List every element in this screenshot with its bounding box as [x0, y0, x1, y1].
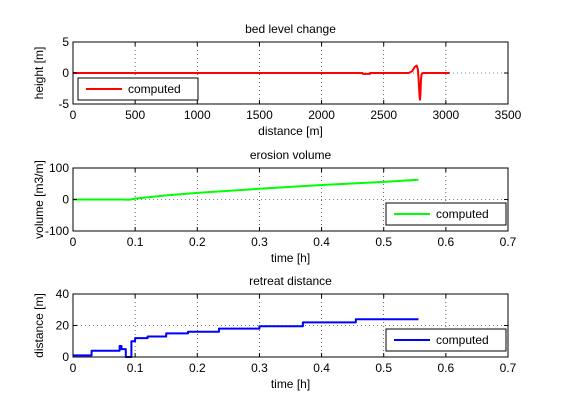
x-tick-label: 0	[70, 108, 77, 122]
legend: computed	[385, 202, 507, 226]
legend: computed	[77, 77, 199, 101]
y-tick-label: 0	[62, 66, 69, 80]
y-tick-label: 40	[56, 287, 70, 301]
x-tick-label: 0.5	[375, 361, 392, 375]
x-tick-label: 0.4	[313, 361, 330, 375]
x-tick-label: 3000	[433, 108, 460, 122]
legend: computed	[385, 328, 507, 352]
x-axis-label: distance [m]	[258, 124, 323, 138]
y-tick-label: 100	[49, 161, 69, 175]
x-tick-label: 0	[70, 235, 77, 249]
x-tick-label: 0.2	[189, 235, 206, 249]
y-tick-label: 20	[56, 319, 70, 333]
x-tick-label: 0.2	[189, 361, 206, 375]
x-tick-label: 0.1	[127, 235, 144, 249]
x-tick-label: 0.3	[251, 235, 268, 249]
legend-box	[385, 328, 507, 352]
x-tick-label: 0.1	[127, 361, 144, 375]
series-line-0	[73, 64, 450, 101]
y-tick-label: 0	[62, 193, 69, 207]
y-tick-label: -100	[45, 224, 69, 238]
y-axis-label: height [m]	[32, 47, 46, 100]
chart-title: erosion volume	[250, 148, 332, 162]
y-tick-label: 0	[62, 350, 69, 364]
series-line-0	[73, 178, 419, 201]
panel-retreat-distance: 0 0.1 0.2 0.3 0.4 0.5 0.6 0.7 0 20 40 retreat dista…	[32, 274, 517, 391]
chart-title: retreat distance	[249, 274, 332, 288]
x-axis-label: time [h]	[271, 251, 310, 265]
y-tick-label: 5	[62, 35, 69, 49]
x-tick-label: 0.6	[438, 361, 455, 375]
chart-title: bed level change	[245, 22, 336, 36]
legend-label: computed	[436, 207, 489, 221]
x-tick-label: 1000	[184, 108, 211, 122]
x-tick-label: 3500	[495, 108, 522, 122]
x-tick-label: 0.3	[251, 361, 268, 375]
x-tick-label: 0.4	[313, 235, 330, 249]
x-tick-label: 0	[70, 361, 77, 375]
legend-box	[77, 77, 199, 101]
x-tick-label: 1500	[246, 108, 273, 122]
legend-label: computed	[436, 333, 489, 347]
y-axis-label: distance [m]	[32, 293, 46, 358]
series-line-0	[73, 318, 419, 358]
x-tick-label: 500	[125, 108, 145, 122]
x-tick-label: 2500	[370, 108, 397, 122]
x-tick-label: 2000	[308, 108, 335, 122]
y-axis-label: volume [m3/m]	[32, 160, 46, 239]
x-tick-label: 0.7	[500, 361, 517, 375]
legend-box	[385, 202, 507, 226]
y-tick-label: -5	[58, 97, 69, 111]
legend-label: computed	[128, 82, 181, 96]
x-axis-label: time [h]	[271, 377, 310, 391]
x-tick-label: 0.7	[500, 235, 517, 249]
x-tick-label: 0.5	[375, 235, 392, 249]
x-tick-label: 0.6	[438, 235, 455, 249]
